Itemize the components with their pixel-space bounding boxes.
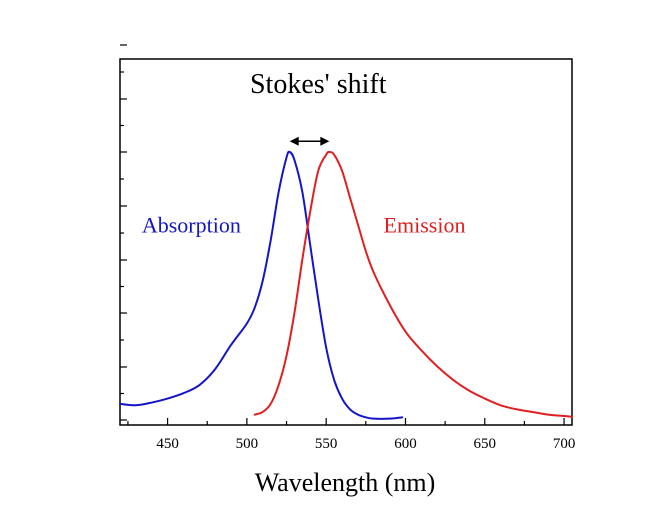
stokes-shift-arrow <box>289 136 330 146</box>
x-tick-label: 550 <box>315 436 338 452</box>
series-line-absorption <box>119 150 404 420</box>
emission-label: Emission <box>384 212 466 237</box>
arrow-head-right <box>320 136 330 146</box>
x-tick-label: 700 <box>553 436 576 452</box>
x-tick-label: 650 <box>474 436 497 452</box>
absorption-label: Absorption <box>142 212 241 237</box>
y-ticks <box>120 44 127 421</box>
stokes-shift-label: Stokes' shift <box>250 69 387 100</box>
series-layer <box>119 150 573 420</box>
series-line-emission <box>253 150 573 418</box>
arrow-head-left <box>289 136 299 146</box>
plot-frame <box>119 58 573 426</box>
x-ticks: 450 500 550 600 650 700 <box>127 418 576 452</box>
x-axis-title: Wavelength (nm) <box>255 468 436 497</box>
x-tick-label: 450 <box>156 436 179 452</box>
annotations: Stokes' shift Absorption Emission <box>142 69 466 237</box>
x-tick-label: 600 <box>394 436 417 452</box>
x-tick-label: 500 <box>236 436 259 452</box>
